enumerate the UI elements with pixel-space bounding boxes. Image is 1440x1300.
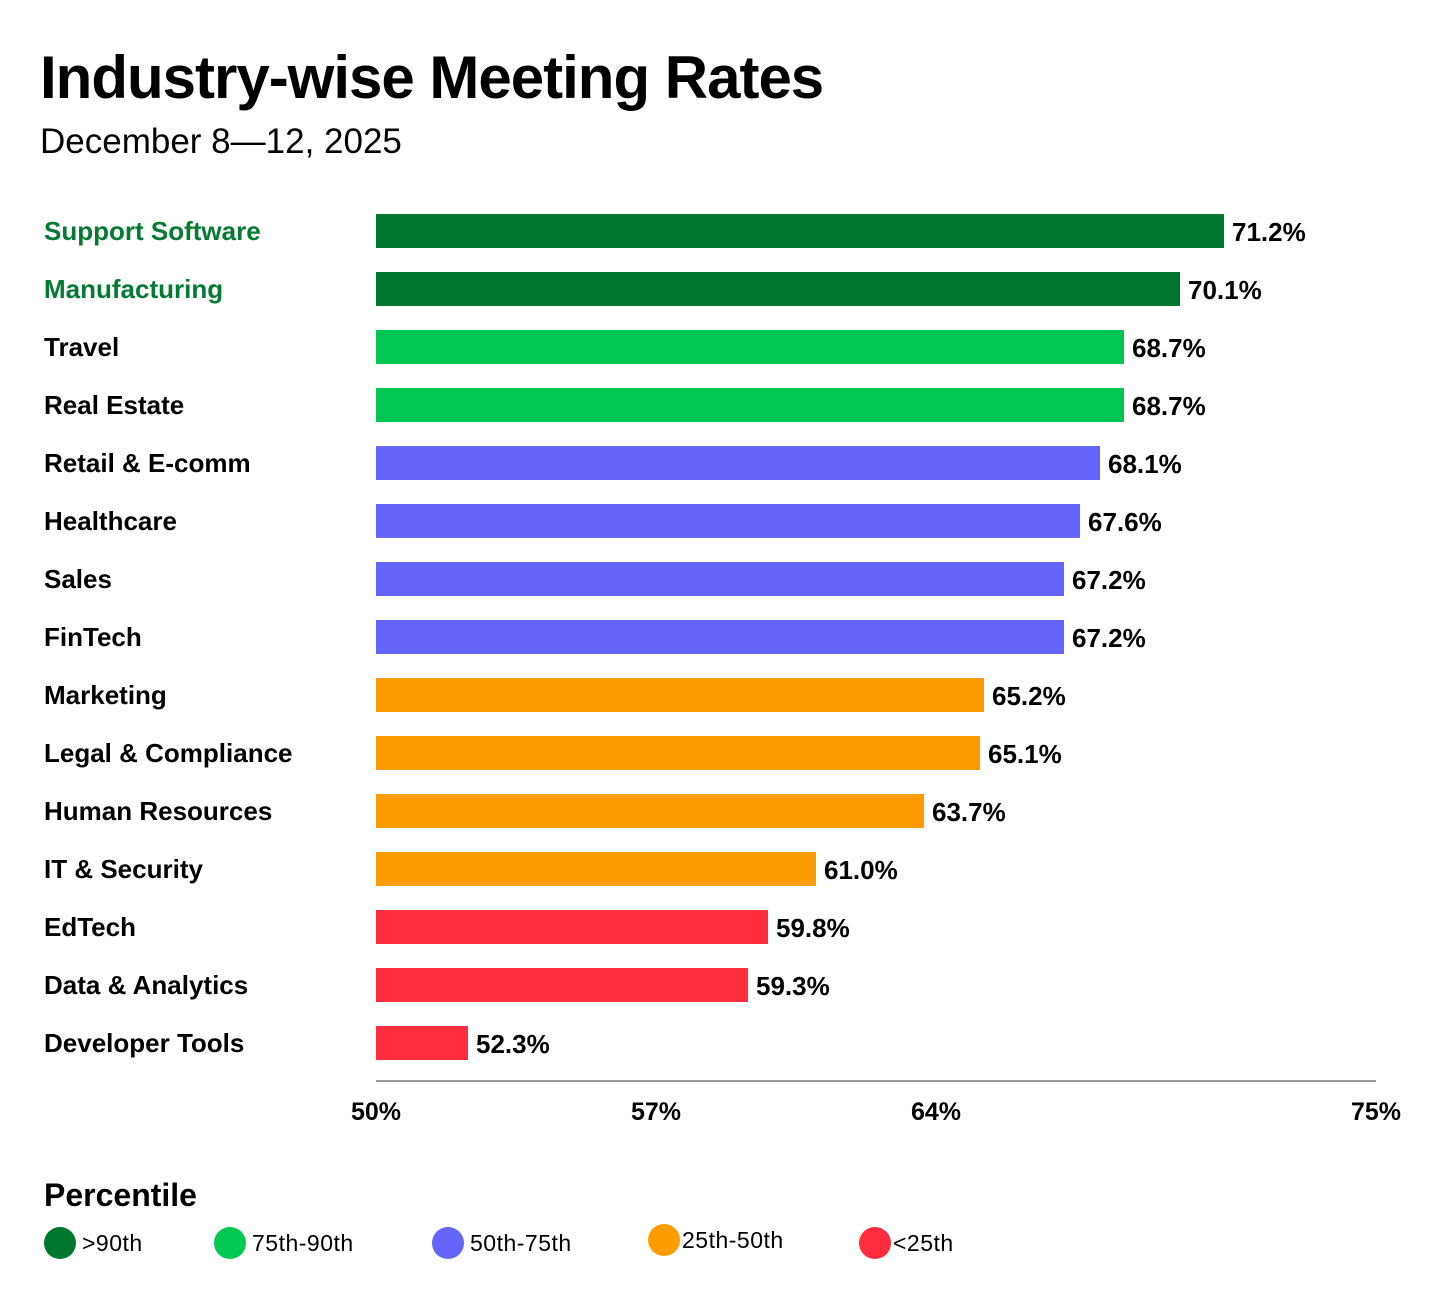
- x-tick-label-64: 64%: [911, 1098, 961, 1126]
- category-label-legal-and-compliance: Legal & Compliance: [44, 738, 293, 768]
- bar-fintech: [376, 620, 1064, 654]
- category-label-developer-tools: Developer Tools: [44, 1028, 244, 1058]
- bars-group: Support Software 71.2% Manufacturing 70.1% T…: [44, 214, 1306, 1060]
- bar-sales: [376, 562, 1064, 596]
- value-label-fintech: 67.2%: [1072, 623, 1146, 653]
- x-axis-ticks: 50% 57% 64% 75%: [351, 1098, 1401, 1126]
- bar-chart: Support Software 71.2% Manufacturing 70.1% T…: [44, 214, 1401, 1126]
- value-label-travel: 68.7%: [1132, 333, 1206, 363]
- value-label-marketing: 65.2%: [992, 681, 1066, 711]
- legend-swatch-75-90: [214, 1227, 246, 1259]
- value-label-retail-and-e-comm: 68.1%: [1108, 449, 1182, 479]
- legend-item-lt25: <25th: [859, 1225, 954, 1261]
- category-label-edtech: EdTech: [44, 912, 136, 942]
- value-label-real-estate: 68.7%: [1132, 391, 1206, 421]
- bar-healthcare: [376, 504, 1080, 538]
- chart-subtitle: December 8—12, 2025: [40, 122, 402, 161]
- category-label-sales: Sales: [44, 564, 112, 594]
- legend-swatch-gt90: [44, 1227, 76, 1259]
- value-label-healthcare: 67.6%: [1088, 507, 1162, 537]
- value-label-developer-tools: 52.3%: [476, 1029, 550, 1059]
- bar-manufacturing: [376, 272, 1180, 306]
- legend-item-25-50: 25th-50th: [648, 1222, 784, 1258]
- x-tick-label-50: 50%: [351, 1098, 401, 1126]
- category-label-data-and-analytics: Data & Analytics: [44, 970, 248, 1000]
- x-tick-label-57: 57%: [631, 1098, 681, 1126]
- legend-swatch-50-75: [432, 1227, 464, 1259]
- category-label-travel: Travel: [44, 332, 119, 362]
- legend-swatch-25-50: [648, 1224, 680, 1256]
- bar-it-and-security: [376, 852, 816, 886]
- value-label-edtech: 59.8%: [776, 913, 850, 943]
- legend-item-75-90: 75th-90th: [214, 1225, 354, 1261]
- value-label-legal-and-compliance: 65.1%: [988, 739, 1062, 769]
- bar-travel: [376, 330, 1124, 364]
- legend-label-lt25: <25th: [893, 1229, 954, 1256]
- legend: >90th 75th-90th 50th-75th 25th-50th <25t…: [44, 1222, 1044, 1261]
- legend-label-25-50: 25th-50th: [682, 1226, 784, 1253]
- category-label-support-software: Support Software: [44, 216, 261, 246]
- legend-item-gt90: >90th: [44, 1225, 143, 1261]
- value-label-sales: 67.2%: [1072, 565, 1146, 595]
- bar-legal-and-compliance: [376, 736, 980, 770]
- legend-label-gt90: >90th: [82, 1229, 143, 1256]
- category-label-human-resources: Human Resources: [44, 796, 272, 826]
- bar-data-and-analytics: [376, 968, 748, 1002]
- bar-edtech: [376, 910, 768, 944]
- value-label-manufacturing: 70.1%: [1188, 275, 1262, 305]
- value-label-it-and-security: 61.0%: [824, 855, 898, 885]
- legend-label-75-90: 75th-90th: [252, 1229, 354, 1256]
- category-label-retail-and-e-comm: Retail & E-comm: [44, 448, 251, 478]
- value-label-data-and-analytics: 59.3%: [756, 971, 830, 1001]
- legend-swatch-lt25: [859, 1227, 891, 1259]
- bar-marketing: [376, 678, 984, 712]
- category-label-it-and-security: IT & Security: [44, 854, 203, 884]
- bar-real-estate: [376, 388, 1124, 422]
- bar-support-software: [376, 214, 1224, 248]
- category-label-healthcare: Healthcare: [44, 506, 177, 536]
- legend-item-50-75: 50th-75th: [432, 1225, 572, 1261]
- value-label-support-software: 71.2%: [1232, 217, 1306, 247]
- legend-title: Percentile: [44, 1177, 197, 1213]
- bar-retail-and-e-comm: [376, 446, 1100, 480]
- category-label-marketing: Marketing: [44, 680, 167, 710]
- bar-developer-tools: [376, 1026, 468, 1060]
- chart-title: Industry-wise Meeting Rates: [40, 44, 824, 111]
- value-label-human-resources: 63.7%: [932, 797, 1006, 827]
- legend-label-50-75: 50th-75th: [470, 1229, 572, 1256]
- category-label-real-estate: Real Estate: [44, 390, 184, 420]
- x-tick-label-75: 75%: [1351, 1098, 1401, 1126]
- bar-human-resources: [376, 794, 924, 828]
- category-label-fintech: FinTech: [44, 622, 142, 652]
- category-label-manufacturing: Manufacturing: [44, 274, 223, 304]
